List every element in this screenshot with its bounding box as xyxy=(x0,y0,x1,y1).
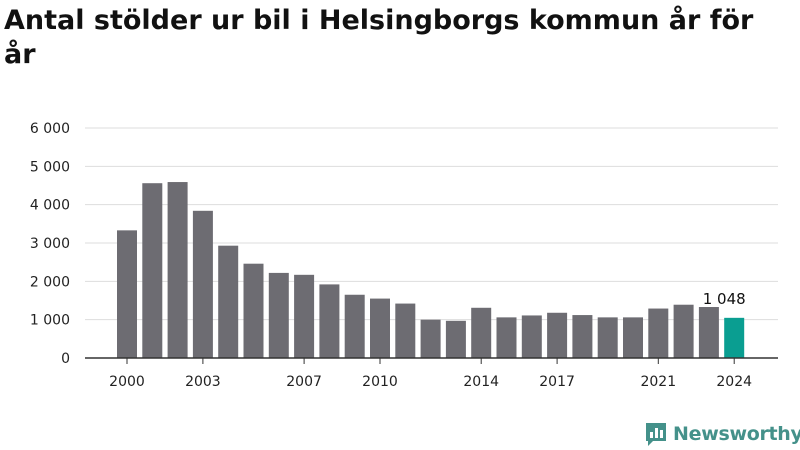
x-tick-label: 2000 xyxy=(109,374,145,390)
y-tick-label: 6 000 xyxy=(30,121,70,137)
y-tick-label: 3 000 xyxy=(30,236,70,252)
bar xyxy=(218,245,239,358)
x-tick-label: 2017 xyxy=(539,374,575,390)
x-tick-label: 2014 xyxy=(463,374,499,390)
bar xyxy=(243,263,264,358)
bar xyxy=(117,230,137,358)
y-axis-tick-labels: 0 1 000 2 000 3 000 4 000 5 000 6 000 xyxy=(30,121,70,367)
bar xyxy=(623,317,643,358)
x-tick-label: 2010 xyxy=(362,374,398,390)
bar xyxy=(142,183,163,358)
y-tick-label: 5 000 xyxy=(30,159,70,175)
newsworthy-logo-icon xyxy=(646,423,666,446)
bar xyxy=(268,272,289,358)
newsworthy-logo-text: Newsworthy xyxy=(673,423,800,445)
x-tick-label: 2024 xyxy=(716,374,752,390)
y-tick-label: 4 000 xyxy=(30,198,70,214)
bar xyxy=(572,315,593,358)
newsworthy-logo: Newsworthy xyxy=(644,420,800,448)
bars xyxy=(117,182,745,358)
bar xyxy=(471,307,492,358)
bar xyxy=(370,298,390,358)
x-tick-label: 2003 xyxy=(185,374,221,390)
bar xyxy=(294,274,315,358)
y-tick-label: 2 000 xyxy=(30,274,70,290)
bar xyxy=(521,315,542,358)
bar xyxy=(597,317,618,358)
bar xyxy=(648,308,669,358)
bar xyxy=(445,320,466,358)
gridlines xyxy=(85,127,778,321)
x-tick-label: 2007 xyxy=(286,374,322,390)
chart-title: Antal stölder ur bil i Helsingborgs komm… xyxy=(4,5,754,70)
bar xyxy=(698,307,719,358)
y-tick-label: 0 xyxy=(61,351,70,367)
bar xyxy=(420,319,441,358)
bar xyxy=(673,304,694,358)
data-label: 1 048 xyxy=(703,290,746,308)
bar xyxy=(192,210,213,358)
bar xyxy=(547,312,568,358)
x-axis-tick-labels: 2000 2003 2007 2010 2014 2017 2021 2024 xyxy=(109,358,752,390)
y-tick-label: 1 000 xyxy=(30,313,70,329)
x-tick-label: 2021 xyxy=(640,374,676,390)
bar xyxy=(167,182,188,358)
bar xyxy=(724,317,745,358)
data-labels: 1 048 xyxy=(703,290,746,308)
bar xyxy=(496,317,517,358)
bar xyxy=(319,284,340,358)
bar xyxy=(344,294,365,358)
bar xyxy=(395,303,416,358)
